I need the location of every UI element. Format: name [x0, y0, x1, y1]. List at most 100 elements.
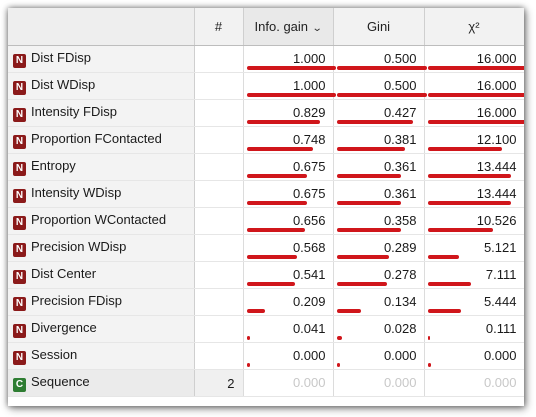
gini-bar: [336, 255, 389, 259]
gini-cell: 0.289: [333, 234, 425, 262]
feature-name-cell[interactable]: N Precision WDisp: [8, 234, 195, 262]
gini-cell: 0.500: [333, 45, 427, 73]
feature-name-cell[interactable]: C Sequence: [8, 369, 195, 397]
numeric-variable-icon: N: [13, 351, 26, 365]
feature-name-cell[interactable]: N Dist WDisp: [8, 72, 195, 100]
info-gain-value: 0.209: [292, 294, 326, 309]
feature-name-cell[interactable]: N Precision FDisp: [8, 288, 195, 316]
column-header-gini[interactable]: Gini: [333, 8, 425, 46]
table-row[interactable]: N Precision FDisp 0.209 0.134 5.444: [8, 288, 524, 316]
column-header-feature[interactable]: [8, 8, 195, 46]
chi2-value: 16.000: [476, 105, 517, 120]
numeric-variable-icon: N: [13, 216, 26, 230]
table-row[interactable]: N Intensity FDisp 0.829 0.427 16.000: [8, 99, 524, 127]
table-row[interactable]: C Sequence 2 0.000 0.000 0.000: [8, 369, 524, 397]
gini-value: 0.427: [383, 105, 417, 120]
gini-bar: [336, 363, 340, 367]
chi2-bar: [427, 201, 511, 205]
gini-value: 0.289: [383, 240, 417, 255]
column-header-chi2[interactable]: χ²: [424, 8, 524, 46]
numeric-variable-icon: N: [13, 108, 26, 122]
feature-name-cell[interactable]: N Proportion FContacted: [8, 126, 195, 154]
info-gain-cell: 0.041: [243, 315, 334, 343]
gini-bar: [336, 93, 427, 97]
table-row[interactable]: N Dist Center 0.541 0.278 7.111: [8, 261, 524, 289]
feature-name-cell[interactable]: N Dist FDisp: [8, 45, 195, 73]
gini-cell: 0.134: [333, 288, 425, 316]
ranking-table: # Info. gain ⌄ Gini χ² N Dist FDisp 1.000 0.…: [8, 8, 524, 397]
info-gain-cell: 0.000: [243, 369, 334, 397]
rank-cell: 2: [194, 369, 244, 397]
feature-label: Dist WDisp: [31, 77, 96, 92]
gini-cell: 0.361: [333, 153, 425, 181]
table-row[interactable]: N Divergence 0.041 0.028 0.111: [8, 315, 524, 343]
info-gain-value: 0.000: [292, 375, 326, 390]
chi2-cell: 16.000: [424, 72, 524, 100]
info-gain-cell: 0.675: [243, 153, 334, 181]
table-row[interactable]: N Intensity WDisp 0.675 0.361 13.444: [8, 180, 524, 208]
chi2-value: 0.111: [485, 321, 517, 336]
info-gain-bar: [246, 255, 298, 259]
feature-label: Dist Center: [31, 266, 97, 281]
chi2-cell: 5.444: [424, 288, 524, 316]
feature-label: Dist FDisp: [31, 50, 91, 65]
gini-value: 0.381: [383, 132, 417, 147]
info-gain-cell: 0.568: [243, 234, 334, 262]
chi2-cell: 13.444: [424, 153, 524, 181]
feature-name-cell[interactable]: N Dist Center: [8, 261, 195, 289]
feature-name-cell[interactable]: N Intensity FDisp: [8, 99, 195, 127]
info-gain-cell: 0.656: [243, 207, 334, 235]
gini-bar: [336, 201, 402, 205]
table-row[interactable]: N Proportion WContacted 0.656 0.358 10.526: [8, 207, 524, 235]
column-header-info-gain[interactable]: Info. gain ⌄: [243, 8, 334, 46]
gini-cell: 0.278: [333, 261, 425, 289]
table-row[interactable]: N Dist FDisp 1.000 0.500 16.000: [8, 45, 524, 73]
gini-value: 0.500: [383, 78, 417, 93]
numeric-variable-icon: N: [13, 162, 26, 176]
info-gain-cell: 1.000: [243, 45, 336, 73]
gini-cell: 0.500: [333, 72, 427, 100]
feature-label: Intensity FDisp: [31, 104, 117, 119]
chi2-bar: [427, 363, 431, 367]
gini-value: 0.028: [383, 321, 417, 336]
table-row[interactable]: N Proportion FContacted 0.748 0.381 12.100: [8, 126, 524, 154]
feature-name-cell[interactable]: N Entropy: [8, 153, 195, 181]
chi2-cell: 10.526: [424, 207, 524, 235]
chi2-value: 16.000: [476, 51, 517, 66]
gini-value: 0.361: [383, 186, 417, 201]
rank-cell: [194, 153, 244, 181]
rank-cell: [194, 315, 244, 343]
feature-name-cell[interactable]: N Session: [8, 342, 195, 370]
chi2-value: 5.444: [483, 294, 517, 309]
column-header-rank[interactable]: #: [194, 8, 244, 46]
categorical-variable-icon: C: [13, 378, 26, 392]
info-gain-value: 0.829: [292, 105, 326, 120]
table-row[interactable]: N Session 0.000 0.000 0.000: [8, 342, 524, 370]
feature-label: Session: [31, 347, 78, 362]
gini-value: 0.000: [383, 375, 417, 390]
feature-label: Divergence: [31, 320, 97, 335]
feature-label: Sequence: [31, 374, 90, 389]
chi2-cell: 5.121: [424, 234, 524, 262]
feature-name-cell[interactable]: N Proportion WContacted: [8, 207, 195, 235]
chi2-bar: [427, 282, 472, 286]
gini-bar: [336, 66, 427, 70]
gini-cell: 0.000: [333, 369, 425, 397]
rank-cell: [194, 342, 244, 370]
gini-value: 0.500: [383, 51, 417, 66]
feature-name-cell[interactable]: N Intensity WDisp: [8, 180, 195, 208]
gini-value: 0.361: [383, 159, 417, 174]
info-gain-bar: [246, 93, 336, 97]
info-gain-cell: 0.829: [243, 99, 334, 127]
table-row[interactable]: N Dist WDisp 1.000 0.500 16.000: [8, 72, 524, 100]
feature-label: Proportion FContacted: [31, 131, 162, 146]
info-gain-value: 0.041: [292, 321, 326, 336]
chi2-value: 12.100: [476, 132, 517, 147]
gini-bar: [336, 120, 414, 124]
table-header-row: # Info. gain ⌄ Gini χ²: [8, 8, 524, 46]
feature-name-cell[interactable]: N Divergence: [8, 315, 195, 343]
table-row[interactable]: N Precision WDisp 0.568 0.289 5.121: [8, 234, 524, 262]
table-row[interactable]: N Entropy 0.675 0.361 13.444: [8, 153, 524, 181]
feature-label: Intensity WDisp: [31, 185, 122, 200]
gini-cell: 0.358: [333, 207, 425, 235]
